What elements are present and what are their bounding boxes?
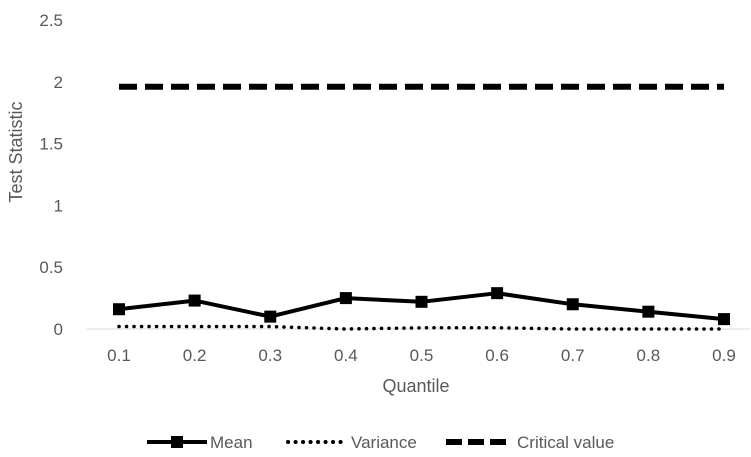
- mean-point: [718, 313, 730, 326]
- x-axis-title: Quantile: [382, 376, 449, 396]
- x-tick-label: 0.4: [334, 346, 358, 365]
- x-tick-label: 0.5: [410, 346, 434, 365]
- series-layer: [113, 83, 730, 331]
- series-line-variance: [117, 324, 726, 331]
- x-axis-ticks: 0.1 0.2 0.3 0.4 0.5 0.6 0.7 0.8 0.9: [107, 346, 736, 365]
- mean-point: [264, 310, 277, 323]
- y-axis-title: Test Statistic: [6, 101, 26, 202]
- y-tick-label: 0: [54, 320, 63, 339]
- x-tick-label: 0.7: [561, 346, 585, 365]
- mean-point: [566, 298, 579, 311]
- y-tick-label: 0.5: [39, 258, 63, 277]
- y-tick-label: 2.5: [39, 11, 63, 30]
- legend-label: Mean: [210, 433, 253, 452]
- legend-marker-mean: [171, 436, 183, 448]
- mean-point: [642, 305, 655, 318]
- legend-label: Critical value: [517, 433, 614, 452]
- x-tick-label: 0.8: [637, 346, 661, 365]
- x-tick-label: 0.6: [485, 346, 509, 365]
- y-tick-label: 2: [54, 73, 63, 92]
- x-tick-label: 0.2: [183, 346, 207, 365]
- mean-point: [491, 287, 504, 300]
- mean-point: [415, 295, 428, 308]
- mean-point: [113, 303, 125, 316]
- legend: Mean Variance Critical value: [147, 433, 614, 452]
- y-tick-label: 1.5: [39, 135, 63, 154]
- x-tick-label: 0.9: [712, 346, 736, 365]
- y-axis-ticks: 0 0.5 1 1.5 2 2.5: [39, 11, 63, 339]
- mean-point: [339, 292, 352, 305]
- y-tick-label: 1: [54, 196, 63, 215]
- x-tick-label: 0.3: [258, 346, 282, 365]
- x-tick-label: 0.1: [107, 346, 131, 365]
- legend-label: Variance: [351, 433, 417, 452]
- mean-point: [188, 294, 201, 307]
